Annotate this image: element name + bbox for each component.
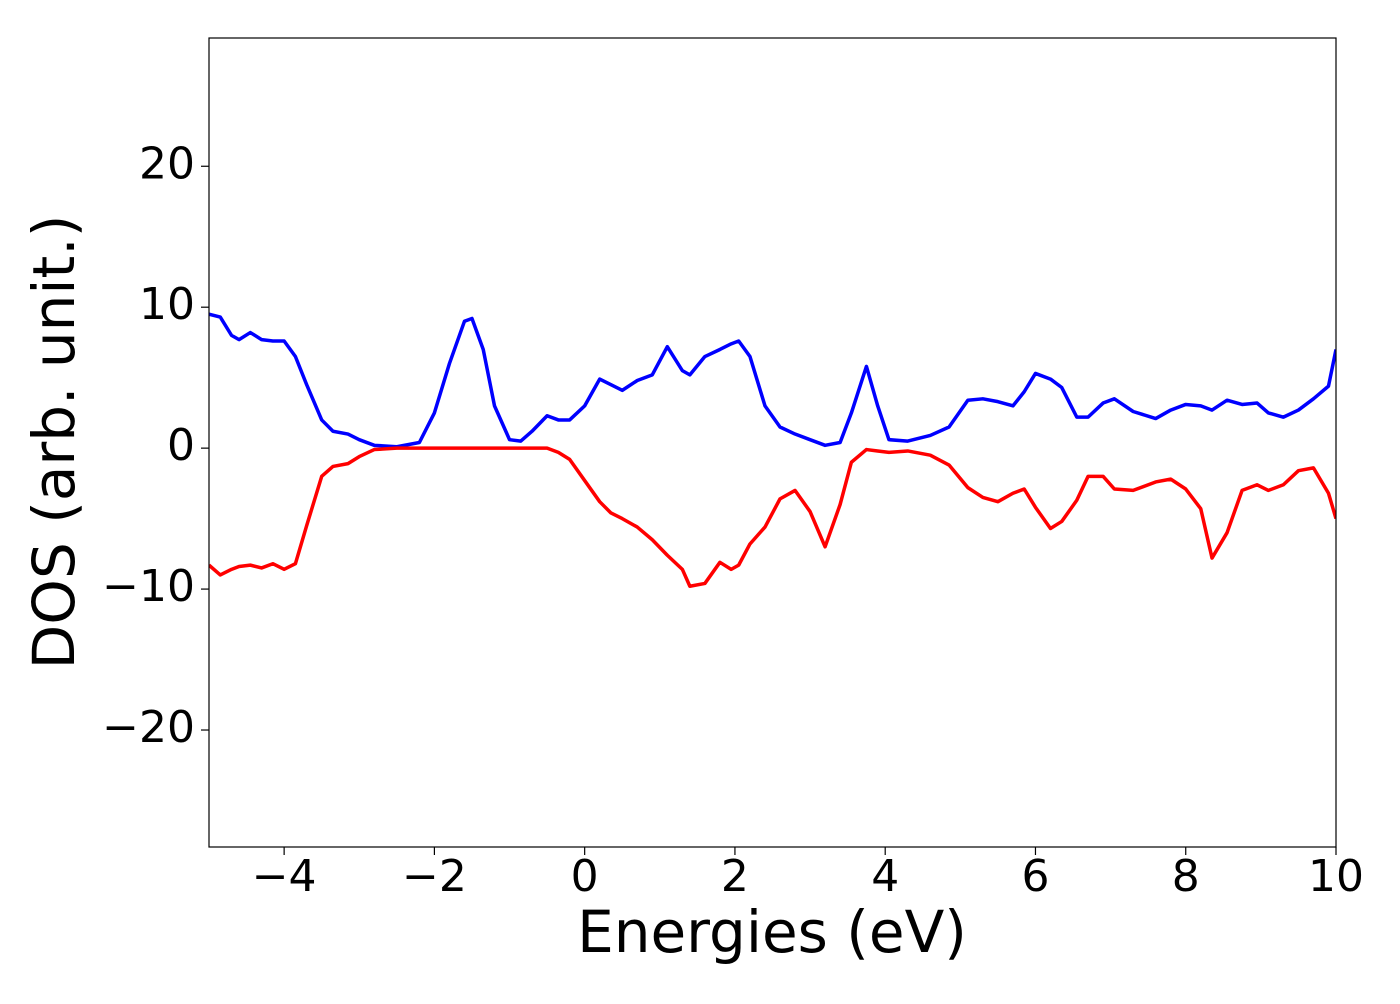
y-tick-label: 20 — [139, 138, 195, 189]
x-tick-label: 6 — [1021, 851, 1049, 902]
x-tick-label: −2 — [402, 851, 467, 902]
y-axis-label: DOS (arb. unit.) — [20, 215, 88, 670]
x-tick-label: 8 — [1172, 851, 1200, 902]
y-tick-label: 10 — [139, 279, 195, 330]
data-line — [209, 446, 1336, 589]
plot-frame — [208, 37, 1337, 848]
x-tick-label: 0 — [571, 851, 599, 902]
x-axis-label: Energies (eV) — [577, 898, 967, 966]
y-tick-label: 0 — [167, 420, 195, 471]
x-tick-label: 4 — [871, 851, 899, 902]
x-tick-label: −4 — [252, 851, 317, 902]
data-line — [209, 312, 1336, 449]
x-tick-label: 2 — [721, 851, 749, 902]
plot-area — [209, 312, 1336, 589]
y-tick-label: −10 — [102, 561, 195, 612]
y-tick-label: −20 — [102, 702, 195, 753]
x-tick-label: 10 — [1308, 851, 1364, 902]
